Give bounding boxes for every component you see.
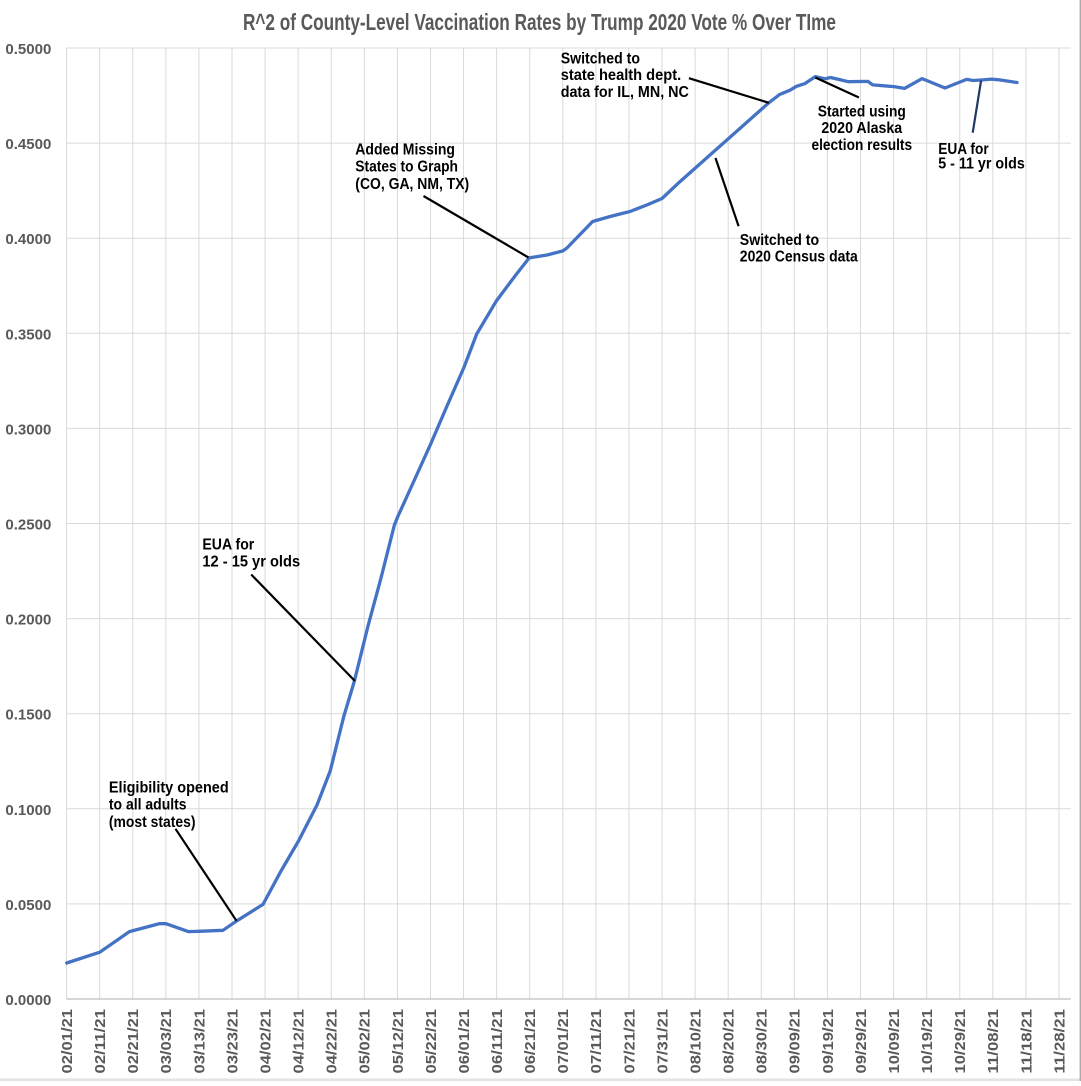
svg-text:0.2500: 0.2500 xyxy=(5,517,51,534)
svg-text:0.4000: 0.4000 xyxy=(5,231,51,248)
svg-text:06/01/21: 06/01/21 xyxy=(456,1009,473,1074)
svg-text:0.5000: 0.5000 xyxy=(5,41,51,58)
svg-text:07/11/21: 07/11/21 xyxy=(588,1009,605,1074)
svg-text:data for IL, MN, NC: data for IL, MN, NC xyxy=(561,84,689,101)
svg-text:Switched to: Switched to xyxy=(561,50,640,67)
svg-text:5 - 11 yr olds: 5 - 11 yr olds xyxy=(938,156,1025,173)
svg-text:05/02/21: 05/02/21 xyxy=(357,1009,374,1074)
svg-text:0.1000: 0.1000 xyxy=(5,802,51,819)
svg-text:Switched to: Switched to xyxy=(740,232,819,249)
svg-text:States to Graph: States to Graph xyxy=(355,159,458,176)
svg-text:(CO, GA, NM, TX): (CO, GA, NM, TX) xyxy=(355,176,469,193)
svg-text:04/12/21: 04/12/21 xyxy=(291,1009,308,1074)
svg-text:election results: election results xyxy=(812,137,913,154)
svg-text:11/08/21: 11/08/21 xyxy=(985,1009,1002,1074)
svg-text:0.0500: 0.0500 xyxy=(5,897,51,914)
svg-text:05/22/21: 05/22/21 xyxy=(423,1009,440,1074)
svg-text:11/18/21: 11/18/21 xyxy=(1018,1009,1035,1074)
svg-text:02/11/21: 02/11/21 xyxy=(92,1009,109,1074)
svg-text:05/12/21: 05/12/21 xyxy=(390,1009,407,1074)
svg-text:02/01/21: 02/01/21 xyxy=(59,1009,76,1074)
svg-text:02/21/21: 02/21/21 xyxy=(125,1009,142,1074)
svg-text:09/19/21: 09/19/21 xyxy=(820,1009,837,1074)
svg-text:2020 Census data: 2020 Census data xyxy=(740,249,858,266)
svg-text:0.2000: 0.2000 xyxy=(5,612,51,629)
svg-text:04/22/21: 04/22/21 xyxy=(324,1009,341,1074)
svg-text:10/09/21: 10/09/21 xyxy=(886,1009,903,1074)
svg-text:03/03/21: 03/03/21 xyxy=(158,1009,175,1074)
svg-text:0.3500: 0.3500 xyxy=(5,326,51,343)
svg-text:Eligibility opened: Eligibility opened xyxy=(109,779,229,796)
svg-text:08/30/21: 08/30/21 xyxy=(754,1009,771,1074)
svg-text:0.3000: 0.3000 xyxy=(5,421,51,438)
svg-text:10/29/21: 10/29/21 xyxy=(952,1009,969,1074)
svg-text:08/20/21: 08/20/21 xyxy=(721,1009,738,1074)
svg-text:12 - 15 yr olds: 12 - 15 yr olds xyxy=(202,554,300,571)
svg-text:03/23/21: 03/23/21 xyxy=(224,1009,241,1074)
svg-text:03/13/21: 03/13/21 xyxy=(191,1009,208,1074)
svg-text:07/21/21: 07/21/21 xyxy=(621,1009,638,1074)
svg-text:10/19/21: 10/19/21 xyxy=(919,1009,936,1074)
svg-text:0.1500: 0.1500 xyxy=(5,707,51,724)
svg-text:0.0000: 0.0000 xyxy=(5,992,51,1009)
svg-text:Started using: Started using xyxy=(818,103,906,120)
svg-text:04/02/21: 04/02/21 xyxy=(257,1009,274,1074)
svg-text:09/29/21: 09/29/21 xyxy=(853,1009,870,1074)
svg-text:R^2 of County-Level Vaccinatio: R^2 of County-Level Vaccination Rates by… xyxy=(243,9,836,35)
svg-text:07/31/21: 07/31/21 xyxy=(654,1009,671,1074)
svg-text:Added Missing: Added Missing xyxy=(355,141,455,158)
svg-text:EUA for: EUA for xyxy=(202,536,254,553)
svg-text:09/09/21: 09/09/21 xyxy=(787,1009,804,1074)
svg-text:07/01/21: 07/01/21 xyxy=(555,1009,572,1074)
svg-text:06/21/21: 06/21/21 xyxy=(522,1009,539,1074)
svg-text:(most states): (most states) xyxy=(109,814,196,831)
svg-text:2020 Alaska: 2020 Alaska xyxy=(821,120,902,137)
svg-text:EUA for: EUA for xyxy=(938,141,989,158)
svg-text:state health dept.: state health dept. xyxy=(561,67,682,84)
svg-text:08/10/21: 08/10/21 xyxy=(687,1009,704,1074)
svg-text:to all adults: to all adults xyxy=(109,797,187,814)
svg-text:0.4500: 0.4500 xyxy=(5,136,51,153)
svg-text:11/28/21: 11/28/21 xyxy=(1051,1009,1068,1074)
svg-text:06/11/21: 06/11/21 xyxy=(489,1009,506,1074)
